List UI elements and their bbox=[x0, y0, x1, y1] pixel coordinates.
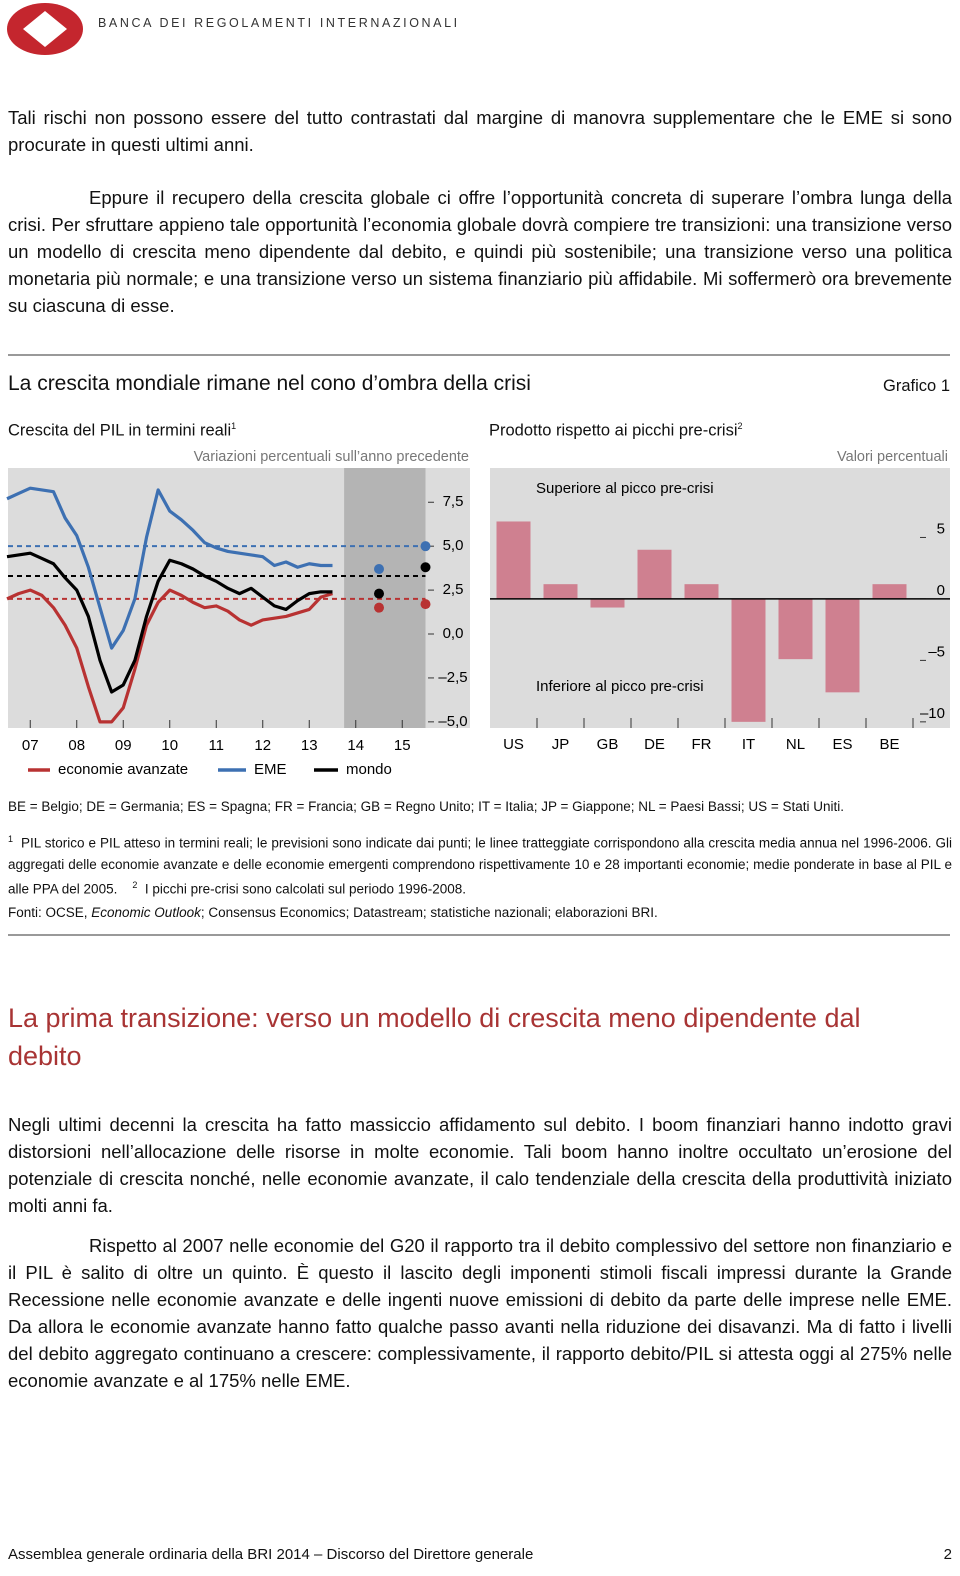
source: Fonti: OCSE, Economic Outlook; Consensus… bbox=[8, 902, 952, 923]
x-tick-label: 12 bbox=[254, 737, 271, 754]
x-tick-label: 11 bbox=[208, 737, 224, 754]
series-line bbox=[6, 551, 333, 694]
x-tick-label: 13 bbox=[301, 737, 318, 754]
x-tick-label: 08 bbox=[68, 737, 85, 754]
org-name: BANCA DEI REGOLAMENTI INTERNAZIONALI bbox=[98, 16, 460, 30]
figure-number: Grafico 1 bbox=[883, 377, 950, 395]
bar bbox=[637, 549, 672, 599]
x-tick-label: FR bbox=[692, 736, 712, 753]
chart-title-text: Prodotto rispetto ai picchi pre-crisi bbox=[489, 421, 738, 440]
y-tick-label: 2,5 bbox=[443, 581, 464, 598]
bar bbox=[496, 521, 531, 599]
figure-title: La crescita mondiale rimane nel cono d’o… bbox=[8, 372, 531, 395]
annotation: Inferiore al picco pre-crisi bbox=[536, 678, 704, 695]
legend-label: EME bbox=[254, 761, 287, 778]
annotation: Superiore al picco pre-crisi bbox=[536, 480, 714, 497]
y-tick-label: 5,0 bbox=[443, 537, 464, 554]
chart-subtitle: Variazioni percentuali sull’anno precede… bbox=[193, 449, 469, 465]
note-ref: 1 bbox=[231, 421, 237, 431]
paragraph: Negli ultimi decenni la crescita ha fatt… bbox=[8, 1114, 952, 1216]
x-tick-label: 15 bbox=[394, 737, 411, 754]
source-text: ; Consensus Economics; Datastream; stati… bbox=[200, 905, 658, 920]
y-tick-label: 0,0 bbox=[443, 625, 464, 642]
note-ref: 2 bbox=[737, 421, 743, 431]
source-title: Economic Outlook bbox=[91, 905, 201, 920]
abbreviations: BE = Belgio; DE = Germania; ES = Spagna;… bbox=[8, 799, 845, 814]
note-mark: 1 bbox=[8, 834, 14, 844]
note-mark: 2 bbox=[132, 879, 138, 890]
chart-subtitle: Valori percentuali bbox=[837, 449, 948, 465]
note-text: I picchi pre-crisi sono calcolati sul pe… bbox=[144, 881, 467, 896]
y-tick-label: 7,5 bbox=[443, 493, 464, 510]
chart-title-text: Crescita del PIL in termini reali bbox=[8, 421, 232, 440]
logo-diamond bbox=[23, 11, 67, 47]
x-tick-label: IT bbox=[742, 736, 755, 753]
bar bbox=[543, 584, 578, 599]
source-text: Fonti: OCSE, bbox=[8, 905, 92, 920]
x-tick-label: US bbox=[503, 736, 524, 753]
bar bbox=[684, 584, 719, 599]
paragraph: Rispetto al 2007 nelle economie del G20 … bbox=[8, 1235, 952, 1391]
series-line bbox=[6, 486, 333, 650]
section-heading: La prima transizione: verso un modello d… bbox=[8, 1003, 861, 1071]
series-line bbox=[6, 588, 333, 724]
x-tick-label: 09 bbox=[115, 737, 132, 754]
y-tick-label: –10 bbox=[920, 705, 945, 722]
legend-label: economie avanzate bbox=[58, 761, 188, 778]
chart-title: Prodotto rispetto ai picchi pre-crisi2 bbox=[489, 421, 743, 441]
chart-title: Crescita del PIL in termini reali1 bbox=[8, 421, 236, 441]
y-tick-label: 0 bbox=[937, 582, 945, 599]
y-tick-label: –2,5 bbox=[438, 669, 467, 686]
y-tick-label: –5 bbox=[928, 643, 945, 660]
forecast-band bbox=[344, 468, 426, 728]
bar bbox=[872, 584, 907, 599]
footer-text: Assemblea generale ordinaria della BRI 2… bbox=[8, 1546, 534, 1563]
note-text: PIL storico e PIL atteso in termini real… bbox=[8, 835, 952, 897]
bar bbox=[778, 598, 813, 660]
forecast-point bbox=[420, 562, 431, 573]
legend-label: mondo bbox=[346, 761, 392, 778]
x-tick-label: DE bbox=[644, 736, 665, 753]
footnotes: 1 PIL storico e PIL atteso in termini re… bbox=[8, 829, 952, 899]
bar bbox=[731, 598, 766, 722]
x-tick-label: BE bbox=[879, 736, 899, 753]
forecast-point bbox=[374, 602, 384, 613]
x-tick-label: JP bbox=[552, 736, 570, 753]
x-tick-label: GB bbox=[597, 736, 619, 753]
x-tick-label: ES bbox=[832, 736, 852, 753]
y-tick-label: –5,0 bbox=[438, 713, 467, 730]
paragraph: Tali rischi non possono essere del tutto… bbox=[8, 107, 952, 155]
forecast-point bbox=[420, 541, 431, 552]
forecast-point bbox=[420, 599, 431, 610]
x-tick-label: 07 bbox=[22, 737, 39, 754]
page-number: 2 bbox=[943, 1546, 952, 1563]
bar bbox=[590, 598, 625, 608]
x-tick-label: 10 bbox=[161, 737, 178, 754]
y-tick-label: 5 bbox=[937, 520, 945, 537]
bar bbox=[825, 598, 860, 693]
forecast-point bbox=[374, 564, 384, 575]
paragraph: Eppure il recupero della crescita global… bbox=[8, 187, 952, 316]
forecast-point bbox=[374, 588, 384, 599]
x-tick-label: NL bbox=[786, 736, 805, 753]
x-tick-label: 14 bbox=[347, 737, 364, 754]
